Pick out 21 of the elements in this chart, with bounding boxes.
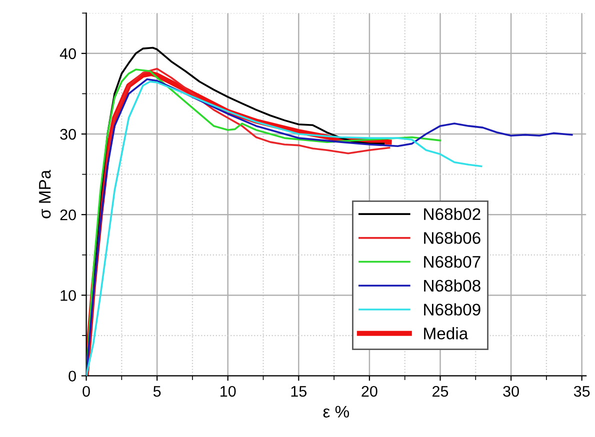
y-tick-label: 40 [60, 48, 76, 60]
x-tick-label: 25 [432, 386, 448, 397]
legend-label: N68b02 [424, 208, 480, 220]
x-tick-label: 15 [291, 386, 307, 397]
legend-label: N68b09 [424, 303, 480, 316]
x-tick-label: 35 [574, 386, 590, 397]
legend-label: N68b06 [424, 232, 480, 244]
y-tick-label: 10 [60, 290, 76, 301]
x-axis-title: ε % [323, 406, 350, 418]
x-tick-label: 0 [82, 386, 90, 397]
y-tick-label: 30 [60, 128, 76, 140]
x-tick-label: 30 [503, 386, 519, 397]
x-tick-label: 20 [362, 386, 378, 397]
y-axis-title: σ MPa [39, 170, 51, 218]
x-tick-label: 10 [220, 386, 236, 397]
y-tick-label: 20 [60, 209, 76, 220]
legend-label: Media [424, 327, 468, 340]
legend-label: N68b08 [424, 279, 480, 292]
legend-label: N68b07 [424, 256, 480, 268]
x-tick-label: 5 [153, 386, 161, 397]
y-tick-label: 0 [68, 370, 76, 382]
